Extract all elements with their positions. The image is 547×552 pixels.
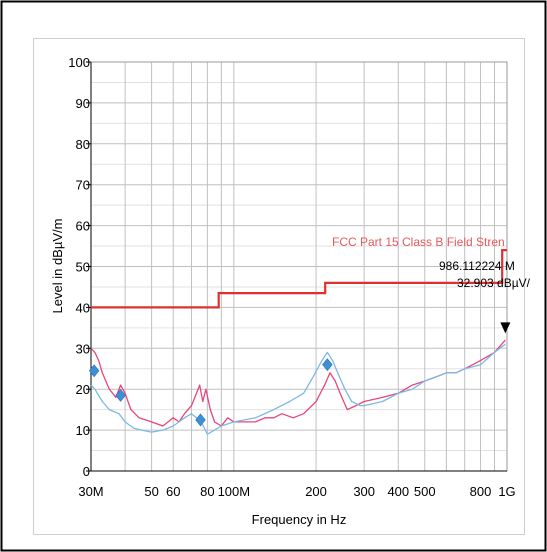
y-tick-label: 40 — [76, 300, 90, 315]
limit-line — [91, 249, 507, 309]
peak-marker-level: 32.903 dBµV/ — [457, 276, 531, 290]
measurement-marker — [195, 413, 206, 427]
series-layer — [90, 339, 506, 435]
peak-marker-frequency: 986.112224 M — [439, 259, 515, 273]
limit-line-label: FCC Part 15 Class B Field Stren — [332, 235, 505, 249]
marker-layer — [88, 322, 511, 427]
measurement-marker — [115, 388, 126, 402]
y-tick-label: 20 — [76, 382, 90, 397]
x-tick-label: 200 — [305, 484, 327, 499]
y-tick-label: 90 — [76, 96, 90, 111]
x-tick-label: 400 — [387, 484, 409, 499]
x-tick-label: 60 — [166, 484, 180, 499]
y-tick-label: 80 — [76, 137, 90, 152]
x-tick-label: 50 — [144, 484, 158, 499]
axis-layer: 010203040506070809010030M506080100M20030… — [68, 55, 515, 499]
y-tick-label: 10 — [76, 423, 90, 438]
x-tick-label: 300 — [353, 484, 375, 499]
measurement-marker — [322, 358, 333, 372]
series-line-blue — [90, 343, 506, 435]
x-axis-label: Frequency in Hz — [252, 512, 347, 527]
x-tick-label: 100M — [218, 484, 251, 499]
y-axis-label: Level in dBµV/m — [50, 219, 65, 314]
x-tick-label: 500 — [414, 484, 436, 499]
y-tick-label: 60 — [76, 219, 90, 234]
y-tick-label: 30 — [76, 341, 90, 356]
x-tick-label: 80 — [200, 484, 214, 499]
limit-layer — [91, 249, 507, 309]
y-tick-label: 100 — [68, 55, 90, 70]
x-tick-label: 30M — [78, 484, 103, 499]
x-tick-label: 800 — [470, 484, 492, 499]
x-tick-label: 1G — [498, 484, 515, 499]
measurement-marker — [88, 364, 100, 378]
peak-marker-triangle — [500, 322, 511, 334]
y-tick-label: 50 — [76, 260, 90, 275]
series-line-red — [90, 339, 506, 427]
y-tick-label: 70 — [76, 178, 90, 193]
label-layer: FCC Part 15 Class B Field Stren 986.11222… — [332, 235, 531, 290]
